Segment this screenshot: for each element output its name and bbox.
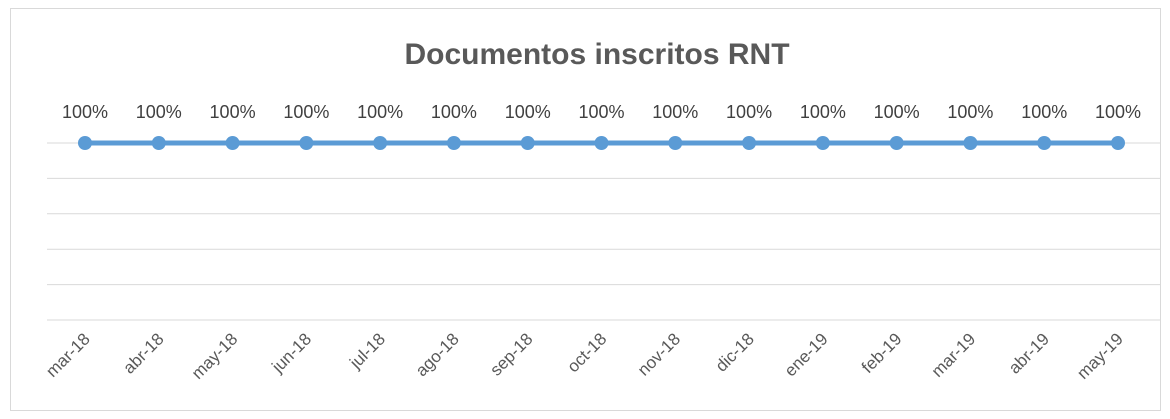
marker <box>446 136 461 150</box>
chart-frame <box>10 8 1161 411</box>
marker <box>373 136 388 150</box>
marker <box>520 136 535 150</box>
data-label: 100% <box>726 102 772 122</box>
chart-title: Documentos inscritos RNT <box>404 38 789 71</box>
marker <box>963 136 978 150</box>
marker <box>815 136 830 150</box>
data-label: 100% <box>283 102 329 122</box>
marker <box>1037 136 1052 150</box>
data-label: 100% <box>1021 102 1067 122</box>
data-label: 100% <box>210 102 256 122</box>
data-label: 100% <box>652 102 698 122</box>
data-label: 100% <box>874 102 920 122</box>
marker <box>742 136 757 150</box>
data-label: 100% <box>431 102 477 122</box>
marker <box>78 136 92 150</box>
marker <box>889 136 904 150</box>
data-label: 100% <box>62 102 108 122</box>
marker <box>225 136 240 150</box>
data-label: 100% <box>505 102 551 122</box>
data-label: 100% <box>1095 102 1141 122</box>
marker <box>299 136 314 150</box>
data-label: 100% <box>136 102 182 122</box>
data-label: 100% <box>947 102 993 122</box>
marker <box>151 136 166 150</box>
data-label: 100% <box>357 102 403 122</box>
data-label: 100% <box>800 102 846 122</box>
marker <box>1111 136 1125 150</box>
marker <box>594 136 609 150</box>
data-label: 100% <box>578 102 624 122</box>
marker <box>668 136 683 150</box>
